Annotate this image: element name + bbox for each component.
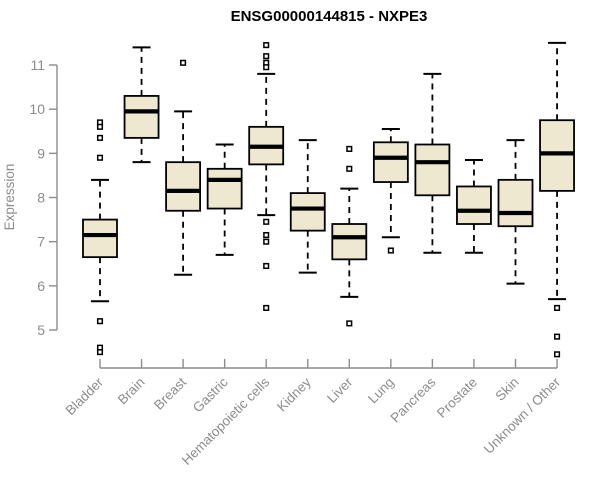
x-tick-label: Liver [324, 374, 356, 406]
outlier-point [554, 304, 561, 311]
outlier-point [554, 333, 561, 340]
x-tick-label: Lung [365, 375, 397, 407]
outlier-point [263, 304, 270, 311]
x-tick-label: Skin [492, 375, 521, 404]
x-tick-label: Prostate [434, 375, 480, 421]
outlier-point [263, 238, 270, 245]
y-tick-label: 10 [29, 101, 45, 117]
y-tick-label: 9 [37, 145, 45, 161]
x-tick-label: Kidney [274, 374, 314, 414]
outlier-point [346, 320, 353, 327]
outlier-point [263, 53, 270, 60]
outlier-point [346, 165, 353, 172]
iqr-box [539, 119, 575, 192]
outlier-point [96, 349, 104, 356]
outlier-point [346, 145, 353, 152]
boxplot-box [539, 41, 575, 358]
outlier-point [96, 123, 104, 130]
outlier-point [96, 154, 104, 161]
iqr-box [82, 218, 118, 259]
x-tick-label: Pancreas [388, 374, 439, 425]
outlier-point [263, 64, 270, 71]
y-axis-label: Expression [2, 164, 17, 231]
outlier-point [180, 59, 187, 66]
y-tick-label: 7 [37, 234, 45, 250]
iqr-box [123, 95, 160, 139]
outlier-point [263, 42, 270, 49]
iqr-box [414, 143, 451, 197]
boxplot-box [248, 42, 285, 311]
x-tick-label: Unknown / Other [481, 374, 564, 457]
y-tick-label: 11 [30, 57, 45, 73]
box-series [82, 41, 575, 358]
y-tick-label: 8 [37, 190, 45, 206]
x-tick-label: Bladder [63, 374, 107, 418]
iqr-box [206, 167, 243, 210]
iqr-box [165, 161, 202, 212]
y-tick-label: 6 [37, 278, 45, 294]
outlier-point [96, 318, 104, 325]
chart-title: ENSG00000144815 - NXPE3 [231, 8, 428, 25]
boxplot-box [372, 128, 409, 254]
iqr-box [497, 178, 534, 228]
boxplot-box [331, 145, 368, 327]
iqr-box [289, 192, 326, 232]
outlier-point [263, 262, 270, 270]
boxplot-box [497, 139, 534, 285]
x-tick-label: Brain [115, 375, 148, 408]
boxplot-box [165, 59, 202, 276]
iqr-box [331, 223, 368, 261]
outlier-point [387, 247, 394, 254]
boxplot-box [456, 158, 492, 254]
boxplot-box [123, 46, 160, 164]
boxplot-box [206, 143, 243, 256]
outlier-point [96, 134, 104, 141]
y-tick-label: 5 [37, 322, 45, 338]
boxplot-box [289, 139, 326, 274]
iqr-box [372, 141, 409, 183]
iqr-box [456, 185, 492, 225]
boxplot-box [414, 72, 451, 254]
outlier-point [554, 351, 561, 358]
outlier-point [263, 218, 270, 225]
x-tick-label: Breast [151, 374, 189, 412]
outlier-point [263, 232, 270, 239]
x-tick-label: Gastric [190, 374, 231, 415]
boxplot-box [82, 119, 118, 356]
